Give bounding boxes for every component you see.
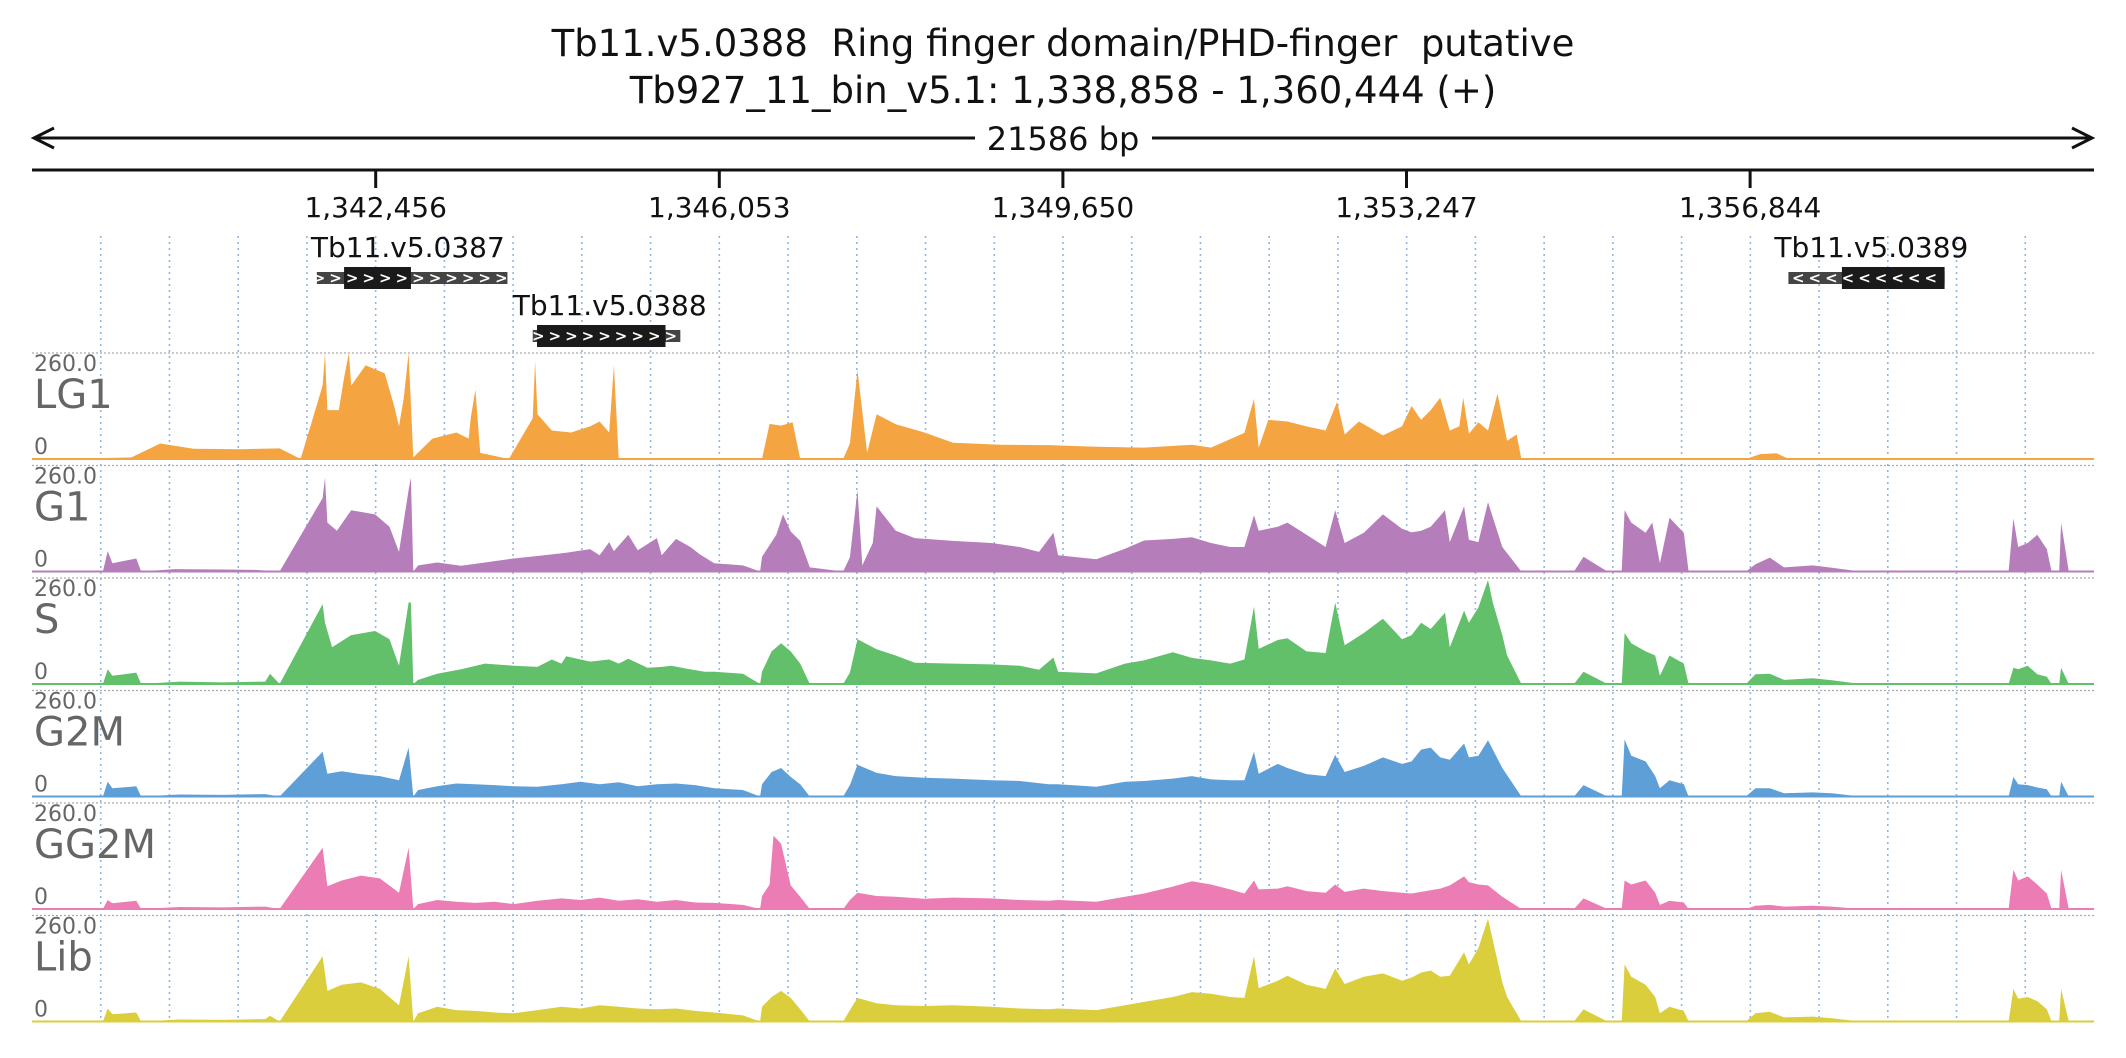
track-ymax-label: 260.0 xyxy=(34,802,97,827)
gene-strand-arrows: >>>>>>>>>>>> xyxy=(313,269,512,287)
ruler-tick-label: 1,346,053 xyxy=(648,191,791,224)
coverage-area-lg1 xyxy=(32,353,2094,459)
ruler-tick-label: 1,353,247 xyxy=(1335,191,1478,224)
coverage-area-lib xyxy=(32,918,2094,1022)
track-name-label: GG2M xyxy=(34,822,156,868)
track-ymax-label: 260.0 xyxy=(34,465,97,490)
ruler-tick-label: 1,349,650 xyxy=(992,191,1135,224)
coverage-area-g2m xyxy=(32,739,2094,797)
gene-cds xyxy=(1841,267,1945,289)
gene-label: Tb11.v5.0389 xyxy=(1773,231,1968,264)
track-name-label: S xyxy=(34,597,59,643)
span-arrow-left-icon xyxy=(30,126,55,150)
chart-subtitle: Tb927_11_bin_v5.1: 1,338,858 - 1,360,444… xyxy=(629,69,1497,112)
gene-cds xyxy=(537,325,666,347)
gene-strand-arrows: <<<<<<<<< xyxy=(1792,269,1941,287)
track-ymax-label: 260.0 xyxy=(34,352,97,377)
track-ymin-label: 0 xyxy=(34,773,48,798)
gene-strand-arrows: >>>>>>>>> xyxy=(532,327,681,345)
track-name-label: LG1 xyxy=(34,372,113,418)
track-ymin-label: 0 xyxy=(34,885,48,910)
ruler-tick-label: 1,356,844 xyxy=(1679,191,1822,224)
track-name-label: G2M xyxy=(34,710,125,756)
track-ymin-label: 0 xyxy=(34,660,48,685)
span-arrow-right-icon xyxy=(2071,126,2096,150)
chart-title: Tb11.v5.0388 Ring finger domain/PHD-fing… xyxy=(551,22,1575,65)
gene-label: Tb11.v5.0388 xyxy=(512,289,707,322)
title-block: Tb11.v5.0388 Ring finger domain/PHD-fing… xyxy=(0,20,2126,114)
gene-cds xyxy=(344,267,411,289)
gene-label: Tb11.v5.0387 xyxy=(310,231,505,264)
ruler-tick-label: 1,342,456 xyxy=(304,191,447,224)
span-length-label: 21586 bp xyxy=(987,120,1140,158)
track-ymin-label: 0 xyxy=(34,435,48,460)
track-ymax-label: 260.0 xyxy=(34,915,97,940)
track-ymin-label: 0 xyxy=(34,548,48,573)
track-name-label: Lib xyxy=(34,935,93,981)
track-ymax-label: 260.0 xyxy=(34,690,97,715)
track-ymax-label: 260.0 xyxy=(34,577,97,602)
track-ymin-label: 0 xyxy=(34,998,48,1023)
track-name-label: G1 xyxy=(34,485,90,531)
